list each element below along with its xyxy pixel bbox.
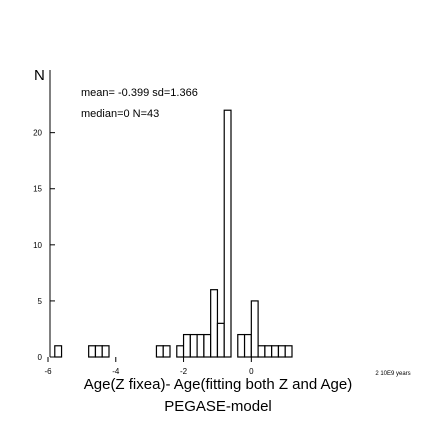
x-tick-label: 0 bbox=[249, 367, 254, 376]
y-tick-label: 20 bbox=[33, 129, 42, 138]
y-axis-label: N bbox=[34, 67, 45, 84]
histogram-bar-16 bbox=[250, 300, 259, 358]
histogram-bar-9 bbox=[196, 333, 205, 358]
bars-group bbox=[54, 109, 293, 358]
stats-mean-sd: mean= -0.399 sd=1.366 bbox=[81, 87, 198, 99]
histogram-bar-10 bbox=[203, 333, 212, 358]
histogram-bar-14 bbox=[237, 333, 246, 358]
histogram-bar-1 bbox=[88, 345, 97, 358]
histogram-bar-2 bbox=[94, 345, 103, 358]
histogram-bar-20 bbox=[277, 345, 286, 358]
y-tick-label: 5 bbox=[38, 297, 43, 306]
histogram-bar-19 bbox=[271, 345, 280, 358]
y-tick-label: 0 bbox=[38, 353, 43, 362]
y-tick-label: 10 bbox=[33, 241, 42, 250]
x-ticks-group: -6 -4 -2 0 bbox=[44, 357, 254, 376]
histogram-bar-6 bbox=[176, 345, 185, 358]
histogram-bar-4 bbox=[155, 345, 164, 358]
histogram-bar-13 bbox=[223, 109, 232, 358]
histogram-bar-11 bbox=[210, 289, 219, 358]
histogram-bar-5 bbox=[162, 345, 171, 358]
y-ticks-group: 0 5 10 15 20 bbox=[33, 129, 55, 362]
histogram-bar-18 bbox=[264, 345, 273, 358]
x-tick-label: -4 bbox=[112, 367, 120, 376]
x-tick-label: -6 bbox=[44, 367, 52, 376]
x-axis-label-line2: PEGASE-model bbox=[164, 398, 272, 415]
histogram-bar-3 bbox=[101, 345, 110, 358]
histogram-bar-8 bbox=[189, 333, 198, 358]
histogram-bar-21 bbox=[284, 345, 293, 358]
histogram-bar-12 bbox=[216, 322, 225, 358]
y-tick-label: 15 bbox=[33, 185, 42, 194]
histogram-bar-15 bbox=[243, 333, 252, 358]
x-tick-label: -2 bbox=[180, 367, 188, 376]
histogram-bar-7 bbox=[182, 333, 191, 358]
histogram-bar-17 bbox=[257, 345, 266, 358]
histogram-bar-0 bbox=[54, 345, 63, 358]
stats-median-n: median=0 N=43 bbox=[81, 108, 159, 120]
x-unit-label: 2 10E9 years bbox=[375, 371, 410, 377]
x-axis-label-line1: Age(Z fixea)- Age(fitting both Z and Age… bbox=[84, 376, 352, 393]
